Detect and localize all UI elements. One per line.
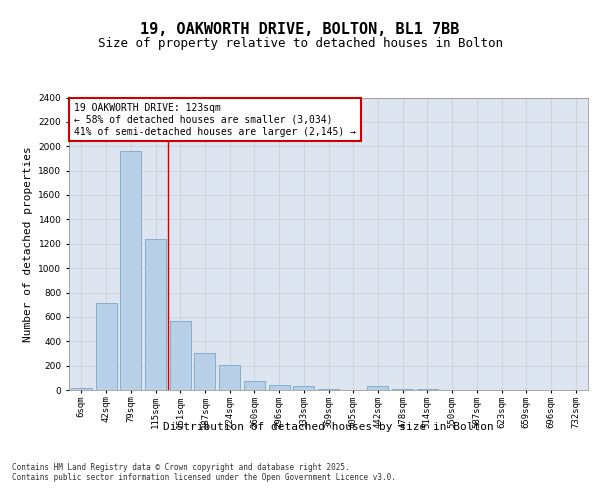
Text: 19 OAKWORTH DRIVE: 123sqm
← 58% of detached houses are smaller (3,034)
41% of se: 19 OAKWORTH DRIVE: 123sqm ← 58% of detac… — [74, 104, 356, 136]
Bar — [244, 381, 265, 390]
Bar — [293, 386, 314, 390]
Text: Distribution of detached houses by size in Bolton: Distribution of detached houses by size … — [163, 422, 494, 432]
Bar — [145, 239, 166, 390]
Text: 19, OAKWORTH DRIVE, BOLTON, BL1 7BB: 19, OAKWORTH DRIVE, BOLTON, BL1 7BB — [140, 22, 460, 38]
Bar — [367, 386, 388, 390]
Text: Contains HM Land Registry data © Crown copyright and database right 2025.
Contai: Contains HM Land Registry data © Crown c… — [12, 462, 396, 482]
Bar — [318, 389, 339, 390]
Text: Size of property relative to detached houses in Bolton: Size of property relative to detached ho… — [97, 38, 503, 51]
Bar — [170, 320, 191, 390]
Bar — [194, 353, 215, 390]
Bar — [219, 365, 240, 390]
Bar — [269, 384, 290, 390]
Bar — [392, 389, 413, 390]
Y-axis label: Number of detached properties: Number of detached properties — [23, 146, 33, 342]
Bar — [95, 303, 116, 390]
Bar — [120, 151, 141, 390]
Bar — [71, 388, 92, 390]
